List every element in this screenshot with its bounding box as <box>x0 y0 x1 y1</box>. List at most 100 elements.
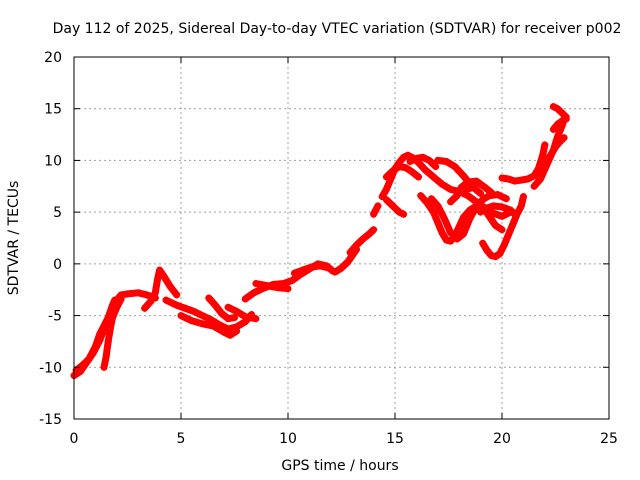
data-point <box>406 157 414 165</box>
x-tick-label: 20 <box>493 431 511 447</box>
data-point <box>365 230 373 238</box>
series-track-18 <box>406 153 440 171</box>
y-tick-label: 20 <box>44 50 62 66</box>
data-point <box>487 188 495 196</box>
data-point <box>547 150 555 158</box>
data-point <box>173 291 181 299</box>
data-point <box>160 272 168 280</box>
data-point <box>124 290 131 298</box>
data-point <box>483 204 491 212</box>
series-track-26 <box>498 141 549 185</box>
data-point <box>481 183 489 191</box>
series-track-24 <box>459 184 474 193</box>
data-point <box>153 275 161 283</box>
plot-frame <box>73 56 610 420</box>
data-point <box>263 282 271 290</box>
data-point <box>502 195 510 203</box>
series-track-6 <box>177 312 241 339</box>
data-point <box>455 223 463 231</box>
data-point <box>479 239 487 247</box>
data-point <box>273 284 281 292</box>
data-point <box>498 203 506 211</box>
data-point <box>181 304 189 312</box>
series-track-16 <box>382 163 423 181</box>
data-point <box>147 297 155 305</box>
y-axis-label: SDTVAR / TECUs <box>6 181 22 296</box>
series-trace <box>549 103 570 121</box>
data-point <box>487 252 495 260</box>
data-point <box>498 226 506 234</box>
series-track-30 <box>549 115 570 133</box>
data-point <box>382 173 390 181</box>
data-point <box>483 246 491 254</box>
x-tick-label: 25 <box>600 431 618 447</box>
data-point <box>494 191 502 199</box>
data-point <box>451 163 459 171</box>
data-point <box>517 176 525 184</box>
data-point <box>400 210 408 218</box>
y-tick-label: 0 <box>53 257 62 273</box>
data-point <box>233 307 241 315</box>
data-point <box>419 153 427 161</box>
data-point <box>346 248 354 256</box>
data-point <box>539 151 547 159</box>
data-point <box>554 105 562 113</box>
data-point <box>395 208 403 216</box>
x-tick-label: 0 <box>70 431 79 447</box>
data-point <box>453 235 461 243</box>
data-point <box>370 226 378 234</box>
data-point <box>220 328 228 336</box>
series-track-25 <box>479 193 527 261</box>
data-point <box>519 193 527 201</box>
data-point <box>382 196 390 204</box>
data-point <box>534 165 542 173</box>
data-point <box>387 200 395 208</box>
data-point <box>372 206 380 214</box>
data-point <box>430 208 438 216</box>
data-point <box>524 175 532 183</box>
data-point <box>466 184 474 192</box>
series-track-14 <box>370 202 382 218</box>
data-point <box>541 141 549 149</box>
data-point <box>438 180 446 188</box>
data-point <box>106 324 114 332</box>
data-point <box>241 313 249 321</box>
data-point <box>558 117 566 125</box>
y-tick-label: -5 <box>48 309 62 325</box>
data-point <box>459 172 467 180</box>
data-point <box>498 212 506 220</box>
series-track-13 <box>346 226 378 256</box>
data-point <box>479 196 487 204</box>
data-point <box>430 173 438 181</box>
data-point <box>325 264 333 272</box>
data-point <box>391 204 399 212</box>
data-point <box>562 115 570 123</box>
data-point <box>198 320 206 328</box>
data-point <box>530 172 538 180</box>
data-point <box>423 199 431 207</box>
y-tick-label: 10 <box>44 153 62 169</box>
data-point <box>511 177 519 185</box>
data-point <box>543 156 551 164</box>
data-point <box>102 353 110 361</box>
series-trace <box>477 202 519 218</box>
data-point <box>252 280 260 288</box>
data-point <box>288 276 296 284</box>
data-point <box>517 202 525 210</box>
data-point <box>554 120 562 128</box>
data-point <box>104 337 112 345</box>
data-point <box>308 263 316 271</box>
data-point <box>134 289 142 297</box>
data-point <box>156 266 164 274</box>
data-point <box>549 103 557 111</box>
data-point <box>504 175 512 183</box>
data-point <box>250 289 258 297</box>
data-point <box>389 167 397 175</box>
data-point <box>432 163 440 171</box>
data-point <box>453 192 461 200</box>
data-point <box>290 269 298 277</box>
data-point <box>190 307 198 315</box>
data-point <box>400 153 408 161</box>
series-track-10 <box>252 280 292 293</box>
series-track-29 <box>549 103 570 121</box>
